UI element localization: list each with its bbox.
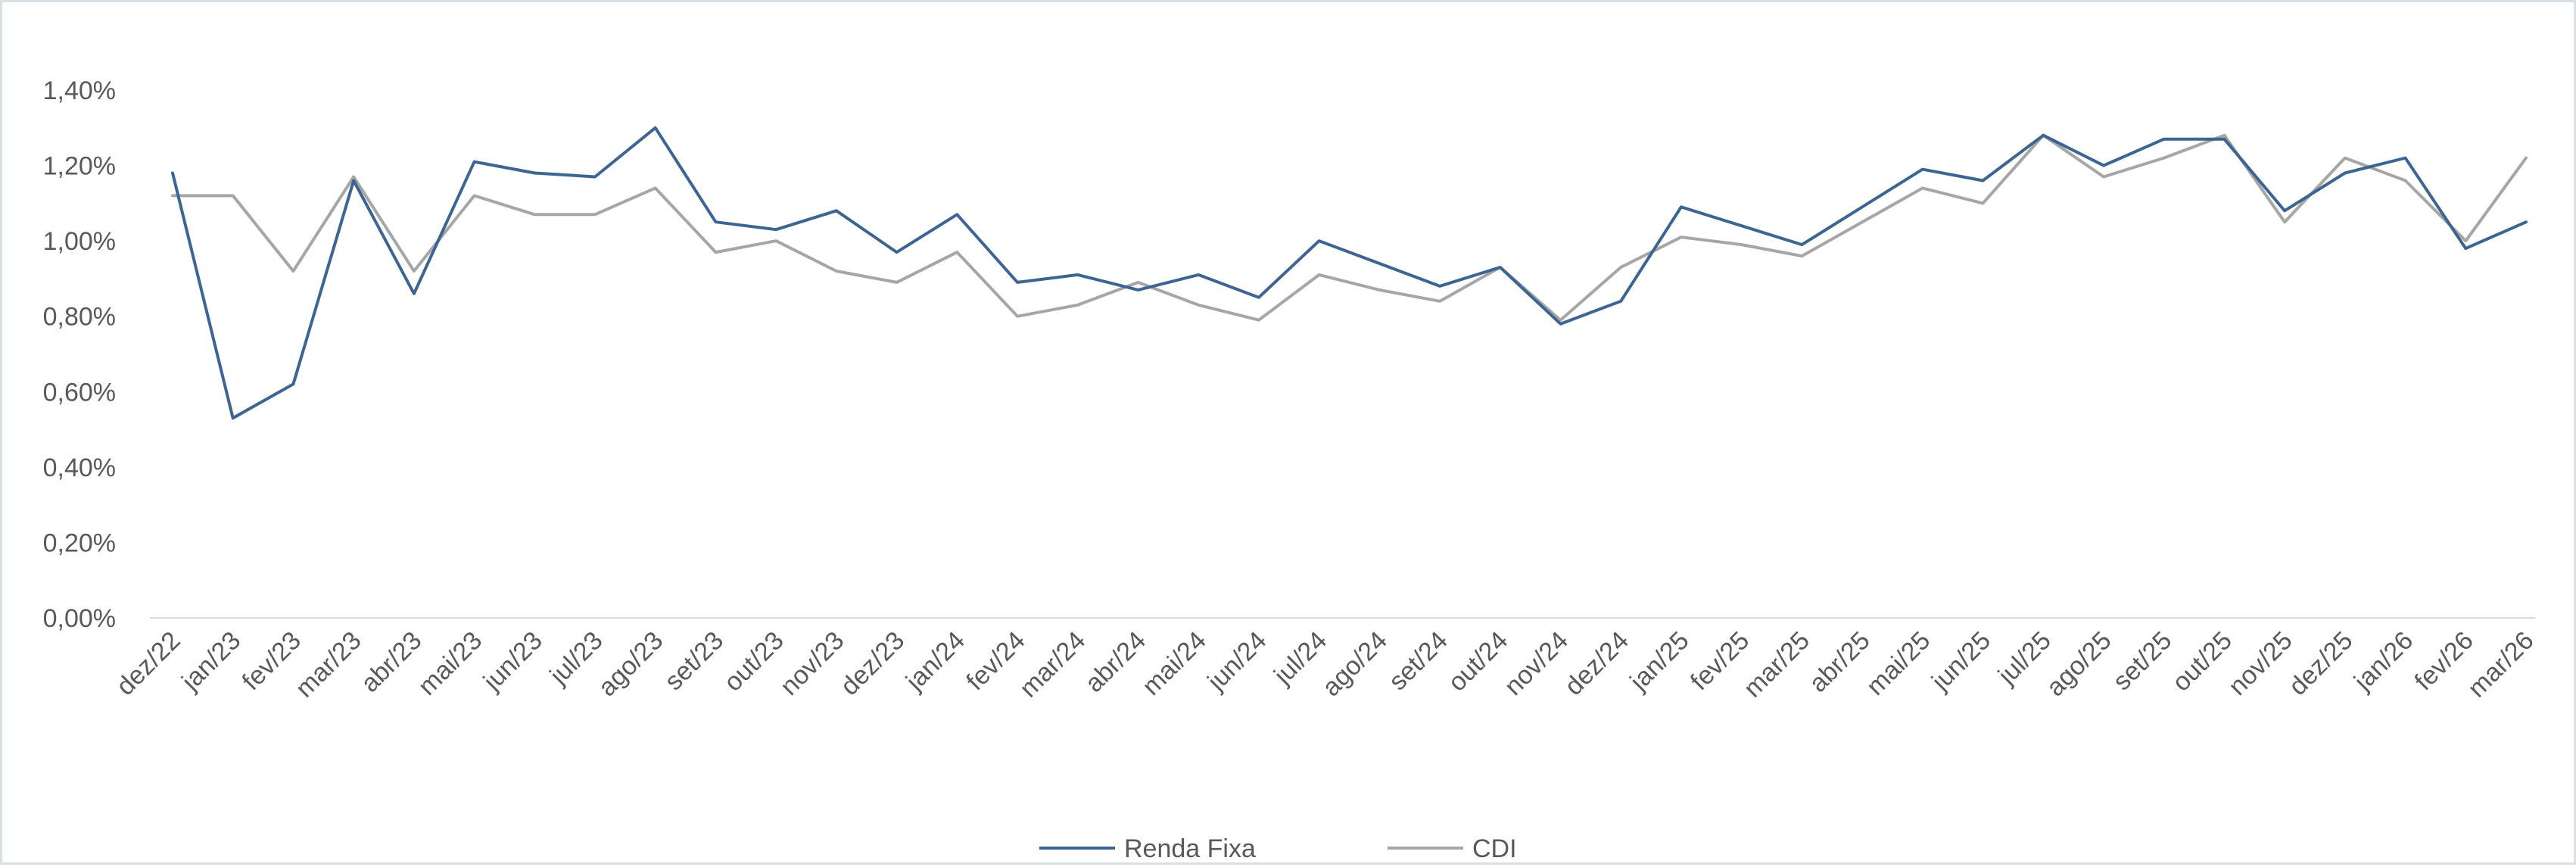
x-tick-label: jan/25 bbox=[1624, 626, 1695, 697]
x-tick-label: mar/25 bbox=[1738, 626, 1815, 703]
x-tick-label: dez/25 bbox=[2283, 626, 2358, 701]
legend-label: Renda Fixa bbox=[1124, 834, 1256, 863]
y-tick-label: 1,40% bbox=[43, 76, 116, 105]
series-line-cdi bbox=[171, 133, 2528, 322]
x-axis: dez/22jan/23fev/23mar/23abr/23mai/23jun/… bbox=[111, 617, 2540, 703]
x-tick-label: out/23 bbox=[718, 626, 790, 697]
series-lines bbox=[171, 126, 2528, 420]
x-tick-label: abr/23 bbox=[355, 626, 427, 698]
x-tick-label: dez/23 bbox=[835, 626, 910, 701]
y-axis: 0,00% 0,20% 0,40% 0,60% 0,80% 1,00% 1,20% 1,40% bbox=[43, 76, 116, 633]
y-tick-label: 0,00% bbox=[43, 604, 116, 633]
y-tick-label: 0,40% bbox=[43, 454, 116, 482]
x-tick-label: ago/24 bbox=[1317, 626, 1393, 702]
x-tick-label: mar/23 bbox=[290, 626, 367, 703]
x-tick-label: jan/26 bbox=[2348, 626, 2419, 697]
x-tick-label: mar/24 bbox=[1014, 626, 1092, 703]
x-tick-label: mai/23 bbox=[413, 626, 487, 701]
x-tick-label: mai/24 bbox=[1137, 626, 1212, 701]
x-tick-label: abr/25 bbox=[1804, 626, 1876, 698]
x-tick-label: dez/22 bbox=[111, 626, 186, 701]
x-tick-label: abr/24 bbox=[1079, 626, 1151, 698]
x-tick-label: ago/23 bbox=[593, 626, 668, 702]
x-tick-label: jun/23 bbox=[478, 626, 548, 697]
x-tick-label: out/24 bbox=[1443, 626, 1514, 697]
y-tick-label: 1,20% bbox=[43, 152, 116, 181]
x-tick-label: set/24 bbox=[1383, 626, 1453, 696]
x-tick-label: jan/24 bbox=[900, 626, 970, 697]
x-tick-label: nov/23 bbox=[774, 626, 849, 701]
y-tick-label: 0,80% bbox=[43, 303, 116, 332]
y-tick-label: 1,00% bbox=[43, 227, 116, 256]
x-tick-label: set/23 bbox=[659, 626, 729, 696]
x-tick-label: jan/23 bbox=[176, 626, 246, 697]
x-tick-label: jun/25 bbox=[1926, 626, 1996, 697]
x-tick-label: ago/25 bbox=[2041, 626, 2117, 702]
x-tick-label: nov/25 bbox=[2223, 626, 2298, 701]
legend-label: CDI bbox=[1472, 834, 1517, 863]
legend: Renda Fixa CDI bbox=[1039, 834, 1517, 863]
x-tick-label: nov/24 bbox=[1499, 626, 1574, 701]
y-tick-label: 0,60% bbox=[43, 378, 116, 407]
x-tick-label: mai/25 bbox=[1861, 626, 1936, 701]
x-tick-label: set/25 bbox=[2107, 626, 2177, 696]
series-line-renda-fixa bbox=[171, 126, 2528, 420]
x-tick-label: out/25 bbox=[2166, 626, 2238, 697]
x-tick-label: dez/24 bbox=[1559, 626, 1634, 701]
y-tick-label: 0,20% bbox=[43, 529, 116, 557]
x-tick-label: jun/24 bbox=[1201, 626, 1272, 697]
x-tick-label: mar/26 bbox=[2462, 626, 2540, 703]
